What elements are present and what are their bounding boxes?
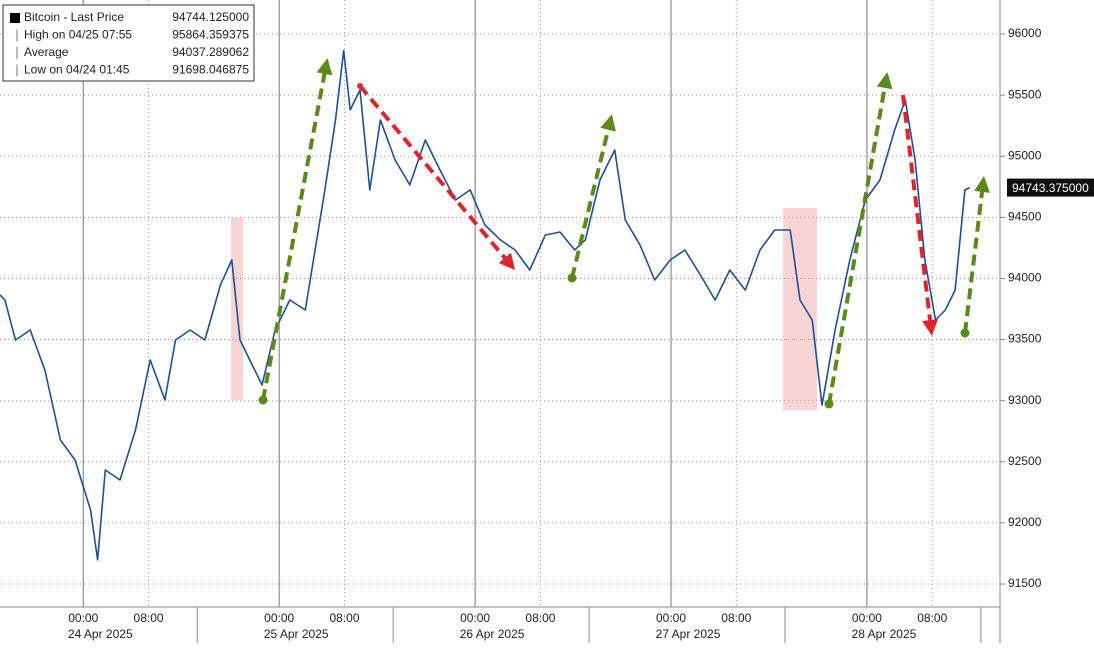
annotations [258, 58, 990, 409]
up-arrow [261, 58, 333, 401]
legend-label: High on 04/25 07:55 [24, 28, 132, 42]
last-price-label: 94743.375000 [1012, 181, 1089, 195]
y-tick-label: 95000 [1008, 148, 1042, 162]
y-tick-label: 93500 [1008, 332, 1042, 346]
date-label: 27 Apr 2025 [656, 627, 721, 641]
x-tick-label: 08:00 [721, 611, 751, 625]
legend-label: Low on 04/24 01:45 [24, 63, 130, 77]
y-tick-label: 94500 [1008, 209, 1042, 223]
legend-label: Bitcoin - Last Price [24, 10, 124, 24]
y-tick-label: 92000 [1008, 515, 1042, 529]
down-arrow [358, 84, 516, 271]
y-tick-label: 95500 [1008, 87, 1042, 101]
price-line [0, 49, 971, 561]
legend-value: 95864.359375 [172, 28, 249, 42]
legend-label: Average [24, 45, 69, 59]
x-tick-label: 00:00 [852, 611, 882, 625]
legend-value: 94037.289062 [172, 45, 249, 59]
arrow-start [567, 273, 577, 283]
date-label: 24 Apr 2025 [68, 627, 133, 641]
x-tick-label: 08:00 [329, 611, 359, 625]
y-tick-label: 96000 [1008, 26, 1042, 40]
y-tick-label: 93000 [1008, 393, 1042, 407]
date-label: 25 Apr 2025 [264, 627, 329, 641]
legend-value: 91698.046875 [172, 63, 249, 77]
arrow-start [824, 399, 834, 409]
up-arrow [827, 72, 893, 405]
x-tick-label: 00:00 [460, 611, 490, 625]
legend-box [2, 4, 255, 82]
x-tick-label: 00:00 [68, 611, 98, 625]
y-tick-label: 94000 [1008, 271, 1042, 285]
y-tick-label: 91500 [1008, 576, 1042, 590]
legend-swatch [10, 13, 20, 23]
y-tick-label: 92500 [1008, 454, 1042, 468]
down-arrow [901, 94, 938, 336]
arrow-start [357, 83, 363, 89]
x-tick-label: 00:00 [656, 611, 686, 625]
x-tick-label: 00:00 [264, 611, 294, 625]
arrow-start [960, 328, 970, 338]
legend-value: 94744.125000 [172, 10, 249, 24]
highlight [783, 208, 817, 410]
up-arrow [963, 176, 990, 334]
arrow-start [258, 395, 268, 405]
legend: Bitcoin - Last Price 94744.125000 High on … [2, 4, 255, 82]
x-tick-label: 08:00 [134, 611, 164, 625]
date-label: 28 Apr 2025 [852, 627, 917, 641]
last-price-tag [1007, 178, 1094, 197]
x-tick-label: 08:00 [917, 611, 947, 625]
x-tick-label: 08:00 [525, 611, 555, 625]
up-arrow [570, 114, 616, 279]
date-label: 26 Apr 2025 [460, 627, 525, 641]
